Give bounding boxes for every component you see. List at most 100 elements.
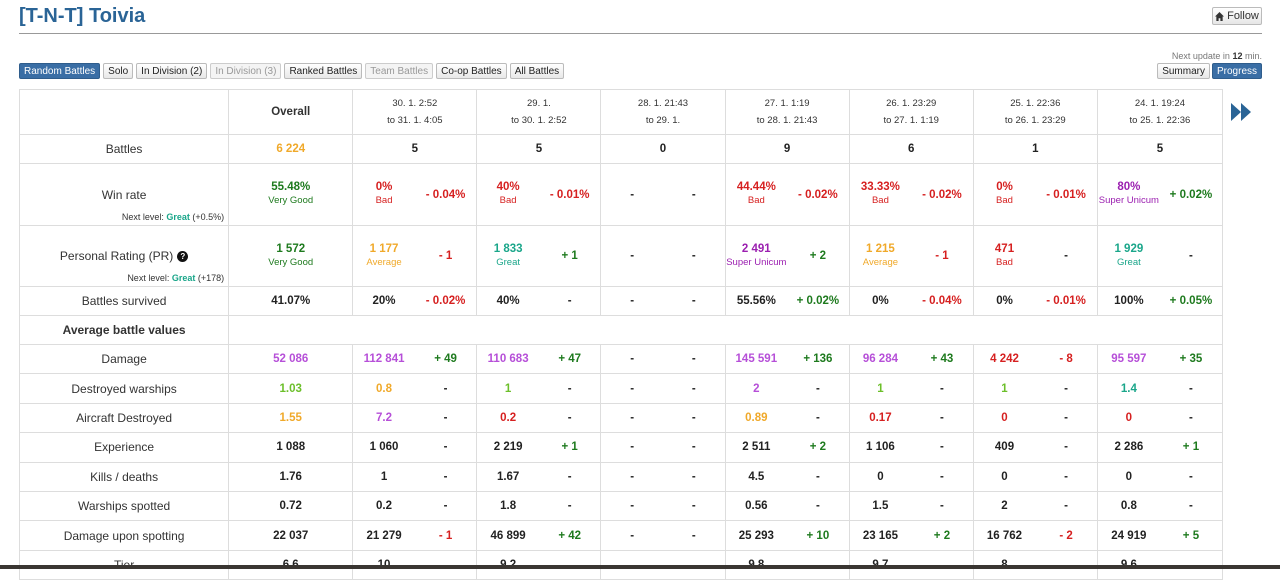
period-delta: - 8 [1059, 353, 1073, 366]
period-value: 0 [1125, 411, 1133, 424]
pr-delta: - [691, 250, 696, 262]
tab-1[interactable]: Solo [103, 63, 134, 79]
period-value: 0 [877, 470, 884, 483]
overall-value: 0.72 [279, 500, 302, 513]
period-value: - [630, 411, 635, 424]
overall-value: 1.55 [279, 411, 302, 424]
period-value: 1.5 [872, 500, 889, 513]
period-value: 145 591 [735, 353, 778, 366]
view-tab-1[interactable]: Progress [1211, 63, 1262, 79]
table-cell: 1 088 [228, 432, 354, 463]
survived-value: 0% [996, 295, 1013, 307]
period-to: to 31. 1. 4:05 [387, 115, 443, 126]
title-divider [19, 33, 1262, 34]
period-value: 24 919 [1111, 529, 1147, 542]
table-cell: 1 177 Average - 1 [352, 225, 478, 287]
next-level-delta: (+0.5%) [192, 212, 225, 222]
table-cell: 40% - [476, 286, 602, 316]
period-delta: - [940, 500, 944, 513]
tab-0[interactable]: Random Battles [19, 63, 101, 79]
period-value: 1.8 [500, 500, 517, 513]
follow-label: Follow [1227, 10, 1259, 22]
tab-2[interactable]: In Division (2) [136, 63, 208, 79]
overall-value: 1.76 [279, 470, 302, 483]
row-label: Destroyed warships [71, 381, 177, 396]
table-cell: 52 086 [228, 343, 354, 375]
win-rate-delta: + 0.02% [1169, 188, 1213, 201]
next-level-prefix: Next level: [121, 212, 164, 222]
period-value: 2 286 [1114, 441, 1144, 454]
table-cell: -- [600, 520, 726, 551]
table-cell: 0% - 0.01% [972, 286, 1098, 316]
period-delta: - [567, 411, 572, 424]
tab-5[interactable]: Team Battles [365, 63, 434, 79]
battle-type-tabs: Random Battles Solo In Division (2) In Divi… [19, 63, 565, 79]
overall-header-cell: Overall [228, 89, 354, 135]
pr-value: 1 177 [369, 242, 399, 255]
survived-delta: + 0.05% [1169, 295, 1213, 307]
table-row: Average battle values [18, 315, 1223, 345]
table-cell: 24 919 + 5 [1096, 520, 1224, 551]
table-row: Overall 30. 1. 2:52 to 31. 1. 4:05 29. 1. to… [18, 89, 1224, 135]
table-cell: 2- [972, 490, 1098, 522]
table-cell: 0- [1096, 461, 1224, 492]
table-cell: 1 215 Average - 1 [848, 225, 974, 287]
table-cell: -- [600, 225, 726, 287]
period-value: 46 899 [490, 529, 526, 542]
period-value: 2 219 [493, 441, 523, 454]
period-delta: - [567, 470, 572, 483]
pr-value: - [630, 250, 635, 262]
rating: Very Good [268, 256, 314, 268]
tab-7[interactable]: All Battles [509, 63, 565, 79]
survived-delta: - [691, 295, 696, 307]
period-value: 1 060 [369, 441, 399, 454]
period-delta: - [1189, 382, 1193, 395]
table-row: Aircraft Destroyed 1.55 7.2-0.2- - -0.89-0.1… [18, 402, 1224, 434]
avg-row-label: Kills / deaths [18, 461, 230, 492]
tab-3[interactable]: In Division (3) [210, 63, 282, 79]
table-cell: 16 762 - 2 [972, 520, 1098, 551]
battles-value: 5 [411, 143, 419, 155]
period-from: 27. 1. 1:19 [764, 98, 810, 109]
period-value: 8 [1001, 559, 1007, 571]
table-cell: 9 [724, 134, 850, 164]
table-cell: 2 219 + 1 [476, 432, 602, 463]
table-row: Battles survived 41.07% 20% - 0.02% 40% - - -55… [18, 286, 1224, 316]
table-cell: 1 572 Very Good [228, 225, 354, 287]
tab-6[interactable]: Co-op Battles [436, 63, 507, 79]
survived-value: 55.56% [736, 295, 776, 307]
battles-value: 0 [659, 143, 667, 155]
table-cell: 1.8 - [476, 490, 602, 522]
table-row: Battles 6 224 5 5 0 9 6 1 5 [18, 134, 1224, 164]
table-cell: -- [600, 490, 726, 522]
tab-4[interactable]: Ranked Battles [284, 63, 363, 79]
period-value: 21 279 [366, 529, 402, 542]
table-cell: 0.2 - [476, 402, 602, 434]
view-tab-0[interactable]: Summary [1157, 63, 1210, 79]
rating: Average [366, 256, 402, 268]
bottom-bar [0, 565, 1280, 569]
table-cell: 0% Bad - 0.04% [352, 163, 478, 226]
next-page-arrows-icon[interactable] [1230, 101, 1252, 123]
help-icon[interactable]: ? [177, 251, 189, 262]
period-header: 25. 1. 22:36 to 26. 1. 23:29 [972, 89, 1098, 135]
table-cell: 1.5 - [848, 490, 974, 522]
survived-delta: - [567, 295, 572, 307]
period-from: 24. 1. 19:24 [1134, 98, 1185, 109]
period-value: 0.56 [745, 500, 768, 513]
period-value: 2 511 [742, 441, 771, 454]
period-delta: + 43 [930, 353, 954, 366]
battles-overall: 6 224 [276, 143, 306, 155]
period-delta: + 47 [558, 353, 582, 366]
period-to: to 25. 1. 22:36 [1129, 115, 1191, 126]
rating: Super Unicum [1098, 195, 1159, 206]
rating: Bad [996, 256, 1013, 268]
follow-button[interactable]: Follow [1212, 7, 1262, 25]
table-cell: -- [600, 432, 726, 463]
period-value: 1 [1001, 382, 1008, 395]
period-delta: + 35 [1179, 353, 1203, 366]
period-value: 1.67 [496, 470, 520, 483]
table-cell: 23 165 + 2 [848, 520, 974, 551]
period-value: 1 106 [866, 441, 895, 454]
period-header: 30. 1. 2:52 to 31. 1. 4:05 [352, 89, 478, 135]
